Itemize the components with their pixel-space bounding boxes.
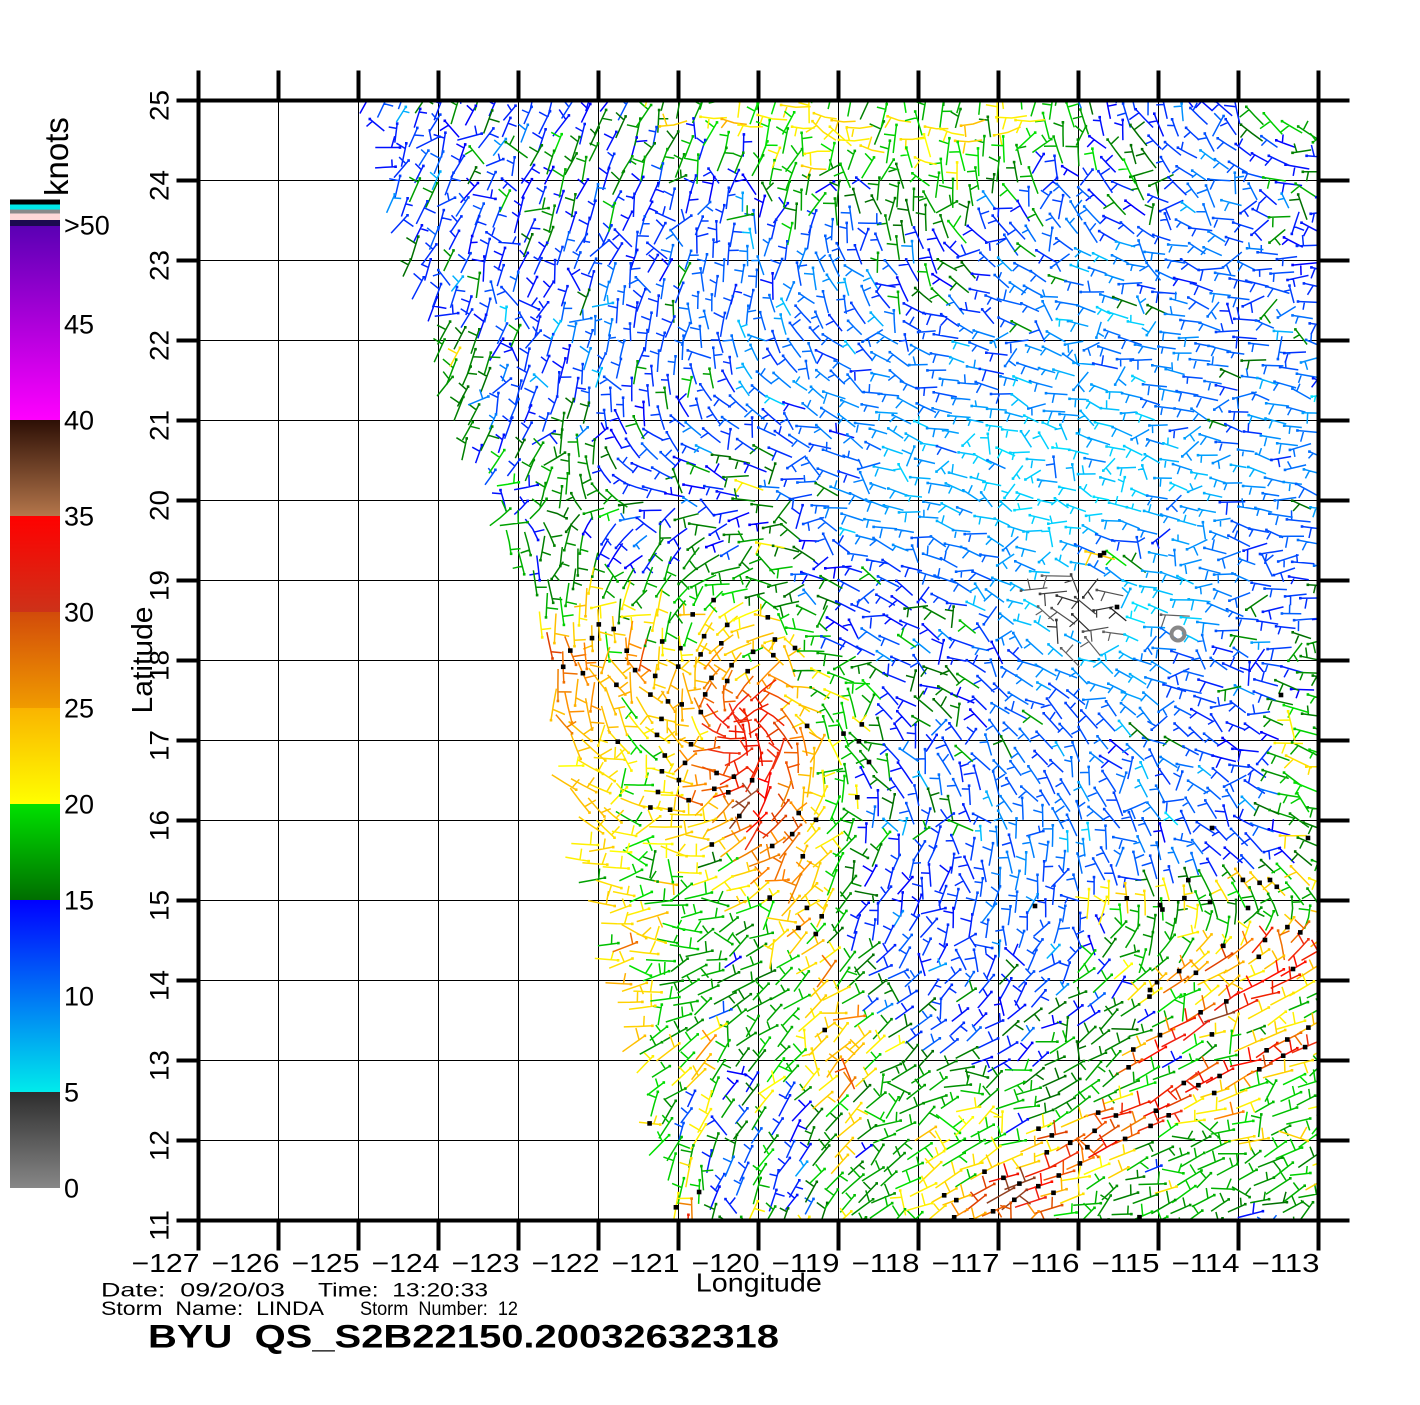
svg-text:14: 14: [145, 970, 175, 1001]
svg-text:19: 19: [145, 570, 175, 601]
svg-text:−124: −124: [372, 1248, 440, 1278]
svg-text:20: 20: [64, 790, 94, 820]
svg-text:−120: −120: [692, 1248, 760, 1278]
svg-text:13: 13: [145, 1050, 175, 1081]
svg-text:17: 17: [145, 730, 175, 761]
svg-text:25: 25: [145, 90, 175, 121]
svg-text:Storm Name: LINDA: Storm Name: LINDA: [101, 1299, 324, 1320]
svg-text:knots: knots: [38, 117, 75, 196]
svg-text:22: 22: [145, 330, 175, 361]
svg-text:23: 23: [145, 250, 175, 281]
svg-text:−116: −116: [1012, 1248, 1080, 1278]
svg-text:BYU QS_S2B22150.20032632318: BYU QS_S2B22150.20032632318: [148, 1319, 779, 1355]
svg-text:Storm Number: 12: Storm Number: 12: [360, 1299, 518, 1320]
svg-text:Date: 09/20/03: Date: 09/20/03: [101, 1281, 285, 1302]
svg-text:35: 35: [64, 502, 94, 532]
svg-text:−125: −125: [292, 1248, 360, 1278]
svg-text:18: 18: [145, 650, 175, 681]
svg-text:−121: −121: [612, 1248, 680, 1278]
svg-text:30: 30: [64, 598, 94, 628]
svg-text:5: 5: [64, 1078, 79, 1108]
svg-text:12: 12: [145, 1130, 175, 1161]
svg-text:−126: −126: [212, 1248, 280, 1278]
svg-text:Latitude: Latitude: [127, 607, 159, 714]
svg-text:16: 16: [145, 810, 175, 841]
svg-text:11: 11: [145, 1210, 175, 1241]
svg-text:−117: −117: [932, 1248, 1000, 1278]
svg-text:45: 45: [64, 310, 94, 340]
svg-text:−118: −118: [852, 1248, 920, 1278]
svg-text:21: 21: [145, 410, 175, 441]
svg-text:−119: −119: [772, 1248, 840, 1278]
svg-text:−115: −115: [1092, 1248, 1160, 1278]
svg-text:>50: >50: [64, 211, 110, 241]
svg-text:10: 10: [64, 982, 94, 1012]
svg-text:40: 40: [64, 406, 94, 436]
svg-text:−114: −114: [1172, 1248, 1240, 1278]
svg-text:0: 0: [64, 1174, 79, 1204]
svg-text:25: 25: [64, 694, 94, 724]
svg-text:Time: 13:20:33: Time: 13:20:33: [318, 1281, 488, 1302]
svg-text:−127: −127: [132, 1248, 200, 1278]
svg-text:Longitude: Longitude: [696, 1268, 822, 1298]
svg-text:15: 15: [145, 890, 175, 921]
svg-text:−113: −113: [1252, 1248, 1320, 1278]
svg-text:−122: −122: [532, 1248, 600, 1278]
svg-text:−123: −123: [452, 1248, 520, 1278]
svg-text:24: 24: [145, 170, 175, 201]
svg-text:20: 20: [145, 490, 175, 521]
svg-text:15: 15: [64, 886, 94, 916]
